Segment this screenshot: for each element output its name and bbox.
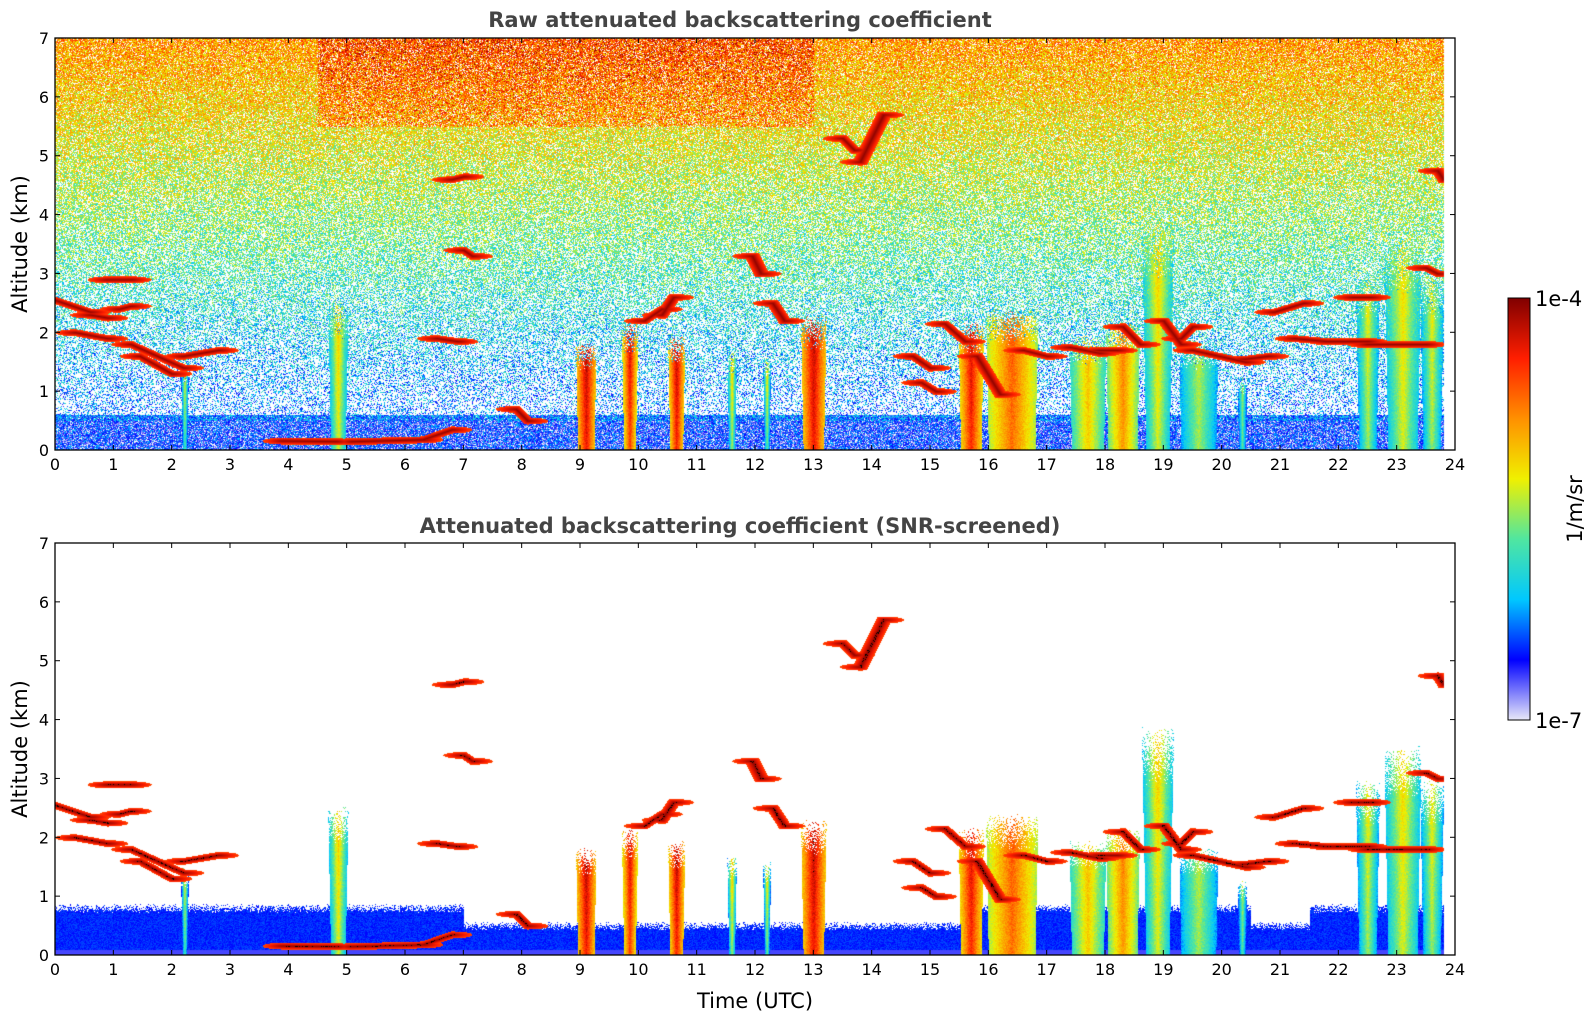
x-tick-label: 12 [745,960,765,979]
x-tick-label: 17 [1036,960,1056,979]
snr-screened-panel: Attenuated backscattering coefficient (S… [8,514,1465,1013]
x-axis: 0 1 2 3 4 5 6 7 8 9 10 11 12 13 14 15 16 17 18 19 20 21 22 23 24 [50,543,1465,979]
x-tick-label: 0 [50,455,60,474]
y-tick-label: 4 [39,711,49,730]
x-tick-label: 17 [1036,455,1056,474]
plot-area [55,38,1455,450]
colorbar-gradient [1507,297,1531,721]
colorbar-units-label: 1/m/sr [1563,475,1587,543]
x-tick-label: 15 [920,455,940,474]
colorbar-min-label: 1e-7 [1535,709,1582,733]
x-tick-label: 24 [1445,455,1465,474]
x-tick-label: 18 [1095,455,1115,474]
x-tick-label: 1 [108,960,118,979]
heatmap-canvas [55,543,1455,955]
x-tick-label: 23 [1386,960,1406,979]
x-tick-label: 15 [920,960,940,979]
x-tick-label: 21 [1270,455,1290,474]
colorbar: 1e-4 1e-7 1/m/sr [1507,287,1587,733]
x-tick-label: 20 [1211,960,1231,979]
x-tick-label: 5 [342,960,352,979]
y-tick-label: 3 [39,264,49,283]
x-tick-label: 3 [225,960,235,979]
y-tick-label: 1 [39,382,49,401]
colorbar-max-label: 1e-4 [1535,287,1582,311]
plot-area [55,543,1455,955]
y-tick-label: 4 [39,206,49,225]
y-tick-label: 6 [39,593,49,612]
x-tick-label: 14 [861,960,881,979]
x-tick-label: 9 [575,455,585,474]
x-tick-label: 10 [628,960,648,979]
y-tick-label: 0 [39,441,49,460]
y-tick-label: 5 [39,652,49,671]
panel-title: Raw attenuated backscattering coefficien… [488,8,992,32]
panel-title: Attenuated backscattering coefficient (S… [420,514,1061,538]
x-tick-label: 9 [575,960,585,979]
x-tick-label: 18 [1095,960,1115,979]
x-tick-label: 4 [283,455,293,474]
y-tick-label: 6 [39,88,49,107]
x-tick-label: 4 [283,960,293,979]
heatmap-canvas [55,38,1455,450]
y-tick-label: 1 [39,887,49,906]
y-tick-label: 7 [39,29,49,48]
y-tick-label: 5 [39,147,49,166]
x-axis-label: Time (UTC) [696,989,813,1013]
x-tick-label: 16 [978,960,998,979]
y-axis: 0 1 2 3 4 5 6 7 [39,29,1455,460]
x-tick-label: 21 [1270,960,1290,979]
x-tick-label: 0 [50,960,60,979]
x-tick-label: 13 [803,960,823,979]
x-axis: 0 1 2 3 4 5 6 7 8 9 10 11 12 13 14 15 16 17 18 19 20 21 22 23 24 [50,38,1465,474]
x-tick-label: 20 [1211,455,1231,474]
x-tick-label: 6 [400,960,410,979]
y-tick-label: 3 [39,769,49,788]
x-tick-label: 2 [167,960,177,979]
raw-backscatter-panel: Raw attenuated backscattering coefficien… [8,8,1465,474]
x-tick-label: 10 [628,455,648,474]
x-tick-label: 22 [1328,960,1348,979]
x-tick-label: 24 [1445,960,1465,979]
x-tick-label: 11 [686,455,706,474]
x-tick-label: 7 [458,960,468,979]
y-tick-label: 2 [39,828,49,847]
x-tick-label: 6 [400,455,410,474]
x-tick-label: 3 [225,455,235,474]
x-tick-label: 19 [1153,960,1173,979]
y-axis-label: Altitude (km) [8,175,32,313]
x-tick-label: 5 [342,455,352,474]
x-tick-label: 19 [1153,455,1173,474]
x-tick-label: 2 [167,455,177,474]
y-tick-label: 0 [39,946,49,965]
x-tick-label: 11 [686,960,706,979]
x-tick-label: 7 [458,455,468,474]
y-axis: 0 1 2 3 4 5 6 7 [39,534,1455,965]
x-tick-label: 8 [517,960,527,979]
y-tick-label: 2 [39,323,49,342]
x-tick-label: 22 [1328,455,1348,474]
x-tick-label: 1 [108,455,118,474]
x-tick-label: 12 [745,455,765,474]
y-axis-label: Altitude (km) [8,680,32,818]
x-tick-label: 8 [517,455,527,474]
x-tick-label: 14 [861,455,881,474]
y-tick-label: 7 [39,534,49,553]
x-tick-label: 16 [978,455,998,474]
x-tick-label: 23 [1386,455,1406,474]
x-tick-label: 13 [803,455,823,474]
